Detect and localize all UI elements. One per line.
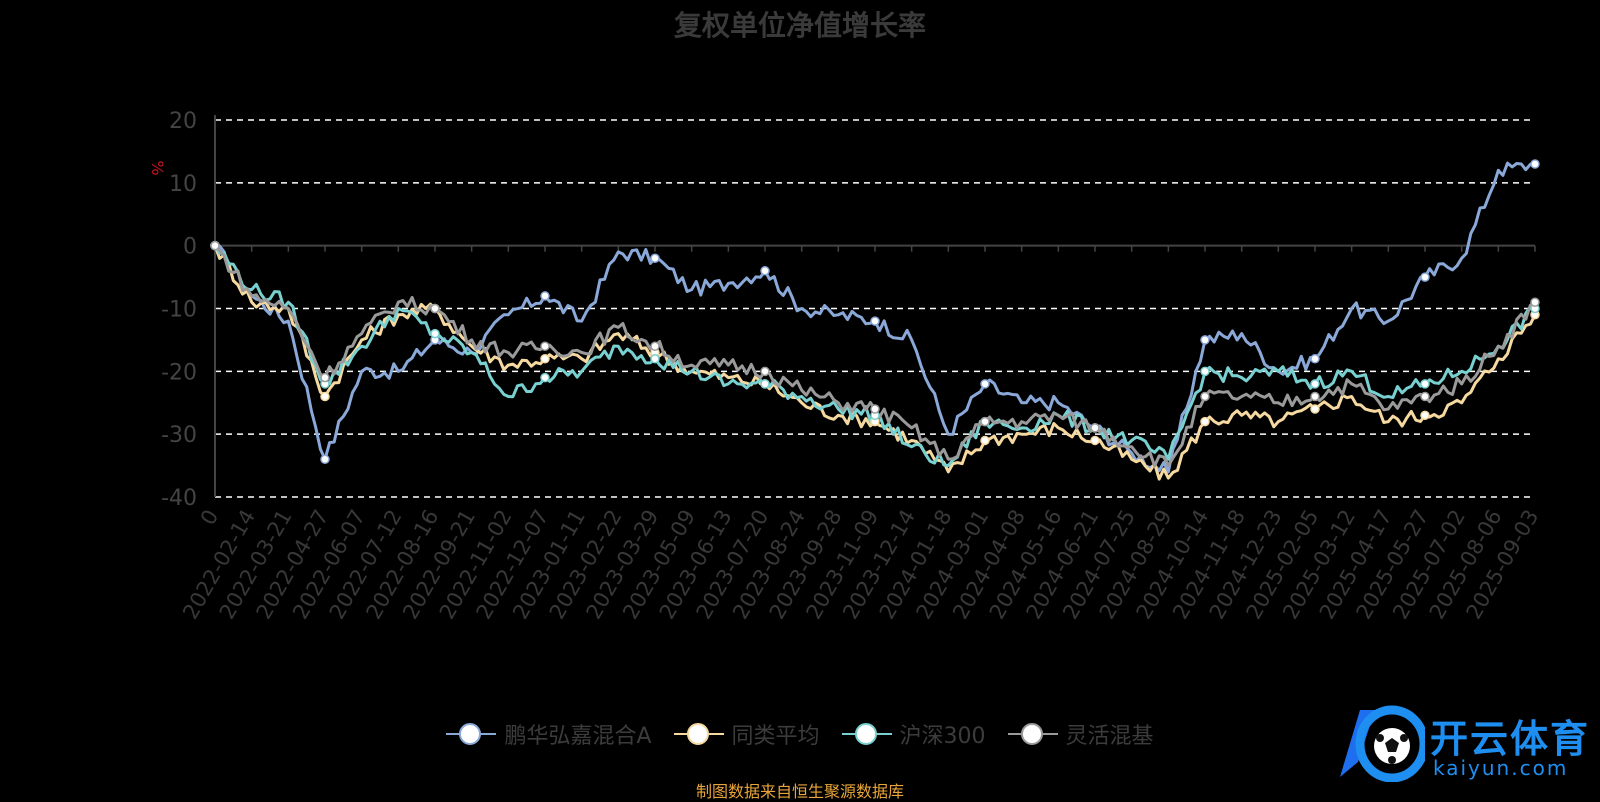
legend-label: 沪深300 [899,724,986,749]
data-point [540,291,550,301]
data-point [760,379,770,389]
data-point [650,341,660,351]
data-point [1200,335,1210,345]
legend-swatch [446,723,497,745]
data-point [1420,391,1430,402]
data-point [1200,391,1210,402]
data-point [1530,297,1540,307]
y-tick-label: -20 [161,360,197,385]
series-markers [210,159,1540,465]
data-point [650,354,660,364]
legend-item[interactable]: 沪深300 [841,718,986,750]
data-point [320,391,330,402]
data-point [1090,423,1100,433]
series-line [213,245,1537,481]
data-point [650,253,660,263]
legend-label: 鹏华弘嘉混合A [504,724,652,749]
data-point [1310,391,1320,402]
data-point [1310,404,1320,414]
data-point [1090,435,1100,446]
legend-swatch [841,723,892,745]
legend-marker [686,723,709,745]
y-axis-label: % [148,160,167,175]
data-point [1310,379,1320,389]
data-point [1200,416,1210,427]
data-point [540,341,550,351]
logo-text-cn: 开云体育 [1430,717,1591,761]
legend-marker [459,723,482,745]
data-point [210,240,220,251]
y-tick-label: -30 [161,423,197,448]
y-tick-label: 10 [169,172,197,197]
legend: 鹏华弘嘉混合A 同类平均 沪深300 灵活混基 [0,718,1600,750]
legend-swatch [1007,723,1058,745]
chart-title: 复权单位净值增长率 [673,9,926,42]
data-point [1530,159,1540,169]
data-point [540,372,550,383]
axes [214,115,1536,497]
data-point [870,316,880,326]
legend-item[interactable]: 鹏华弘嘉混合A [446,718,652,750]
soccer-ball-logo-icon [1340,705,1425,782]
y-tick-label: 20 [169,109,197,134]
data-point [320,454,330,465]
data-point [1310,354,1320,364]
legend-marker [854,723,877,745]
kaiyun-logo: 开云体育 kaiyun.com [1315,700,1595,800]
data-point [760,366,770,377]
legend-label: 同类平均 [731,724,820,749]
data-point [1420,410,1430,421]
data-point [760,266,770,276]
legend-item[interactable]: 同类平均 [673,718,820,750]
x-tick-label: 0 [196,506,223,530]
data-point [1420,379,1430,389]
tick-labels: 20100-10-20-30-40%02022-02-142022-03-212… [148,109,1543,623]
data-point [1200,366,1210,377]
logo-text-en: kaiyun.com [1433,756,1569,780]
y-tick-label: -10 [161,298,197,323]
legend-label: 灵活混基 [1065,724,1154,749]
data-point [540,354,550,364]
legend-marker [1020,723,1043,745]
y-tick-label: -40 [161,486,197,511]
legend-swatch [673,723,724,745]
data-point [430,303,440,314]
legend-item[interactable]: 灵活混基 [1007,718,1154,750]
data-point [1420,272,1430,282]
data-point [980,379,990,389]
data-point [980,416,990,427]
data-point [430,328,440,339]
source-note: 制图数据来自恒生聚源数据库 [695,782,904,801]
data-point [320,372,330,383]
data-point [870,404,880,414]
data-point [980,435,990,446]
y-tick-label: 0 [183,235,197,260]
